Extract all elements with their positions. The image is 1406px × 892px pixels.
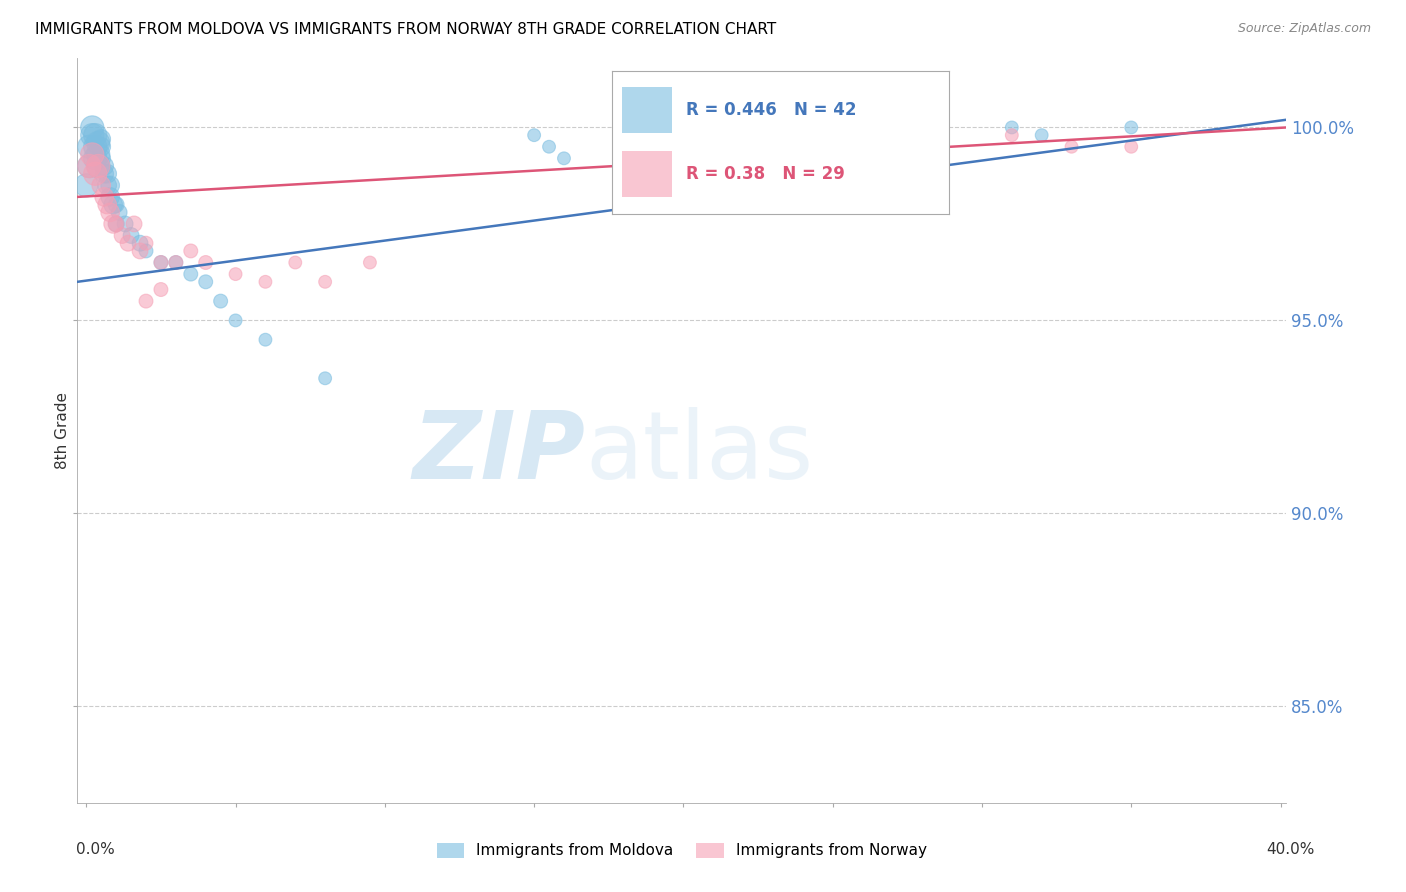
Point	[90, 151, 112, 165]
Point	[84, 128, 107, 143]
Point	[101, 217, 124, 231]
Bar	[621, 152, 672, 197]
Point	[120, 228, 142, 243]
Point	[135, 294, 157, 309]
Point	[90, 178, 112, 193]
Text: R = 0.446   N = 42: R = 0.446 N = 42	[686, 101, 856, 119]
Point	[105, 197, 128, 211]
Point	[225, 267, 247, 281]
Point	[90, 132, 112, 146]
Point	[82, 128, 104, 143]
Point	[180, 267, 202, 281]
Point	[165, 255, 187, 269]
Point	[111, 228, 134, 243]
Point	[98, 190, 121, 204]
Point	[225, 313, 247, 327]
Point	[96, 197, 118, 211]
Point	[98, 178, 121, 193]
Point	[165, 255, 187, 269]
Point	[135, 236, 157, 251]
Point	[96, 178, 118, 193]
Point	[82, 147, 104, 161]
Point	[90, 140, 112, 154]
Point	[77, 159, 100, 173]
Point	[553, 151, 575, 165]
Point	[1060, 140, 1083, 154]
Point	[87, 159, 110, 173]
Y-axis label: 8th Grade: 8th Grade	[55, 392, 70, 469]
Point	[1031, 128, 1053, 143]
Point	[149, 255, 172, 269]
Point	[129, 236, 152, 251]
Point	[105, 217, 128, 231]
Point	[359, 255, 381, 269]
Text: Source: ZipAtlas.com: Source: ZipAtlas.com	[1237, 22, 1371, 36]
Text: 0.0%: 0.0%	[76, 842, 115, 856]
Point	[77, 159, 100, 173]
Point	[194, 275, 217, 289]
Text: ZIP: ZIP	[412, 407, 585, 499]
Point	[284, 255, 307, 269]
Point	[1001, 128, 1024, 143]
Point	[314, 275, 336, 289]
Text: IMMIGRANTS FROM MOLDOVA VS IMMIGRANTS FROM NORWAY 8TH GRADE CORRELATION CHART: IMMIGRANTS FROM MOLDOVA VS IMMIGRANTS FR…	[35, 22, 776, 37]
Point	[114, 217, 136, 231]
Text: R = 0.38   N = 29: R = 0.38 N = 29	[686, 165, 845, 183]
Point	[93, 159, 115, 173]
Point	[105, 217, 128, 231]
Point	[523, 128, 546, 143]
Point	[84, 140, 107, 154]
Point	[93, 190, 115, 204]
Point	[194, 255, 217, 269]
Point	[1121, 120, 1143, 135]
Point	[87, 136, 110, 150]
Point	[122, 217, 145, 231]
Point	[84, 167, 107, 181]
Point	[135, 244, 157, 258]
Point	[149, 283, 172, 297]
Point	[101, 197, 124, 211]
Point	[254, 275, 277, 289]
Point	[82, 120, 104, 135]
Point	[87, 159, 110, 173]
Point	[93, 167, 115, 181]
Point	[129, 244, 152, 258]
Point	[84, 151, 107, 165]
Point	[1001, 120, 1024, 135]
Text: atlas: atlas	[585, 407, 814, 499]
Legend: Immigrants from Moldova, Immigrants from Norway: Immigrants from Moldova, Immigrants from…	[437, 843, 927, 858]
Point	[209, 294, 232, 309]
Point	[538, 140, 561, 154]
Point	[98, 205, 121, 219]
Point	[180, 244, 202, 258]
Point	[117, 236, 139, 251]
Point	[87, 147, 110, 161]
Point	[75, 178, 97, 193]
Point	[254, 333, 277, 347]
Bar	[621, 87, 672, 133]
Point	[96, 167, 118, 181]
Point	[1121, 140, 1143, 154]
Point	[108, 205, 131, 219]
Point	[149, 255, 172, 269]
Text: 40.0%: 40.0%	[1267, 842, 1315, 856]
Point	[77, 140, 100, 154]
Point	[314, 371, 336, 385]
